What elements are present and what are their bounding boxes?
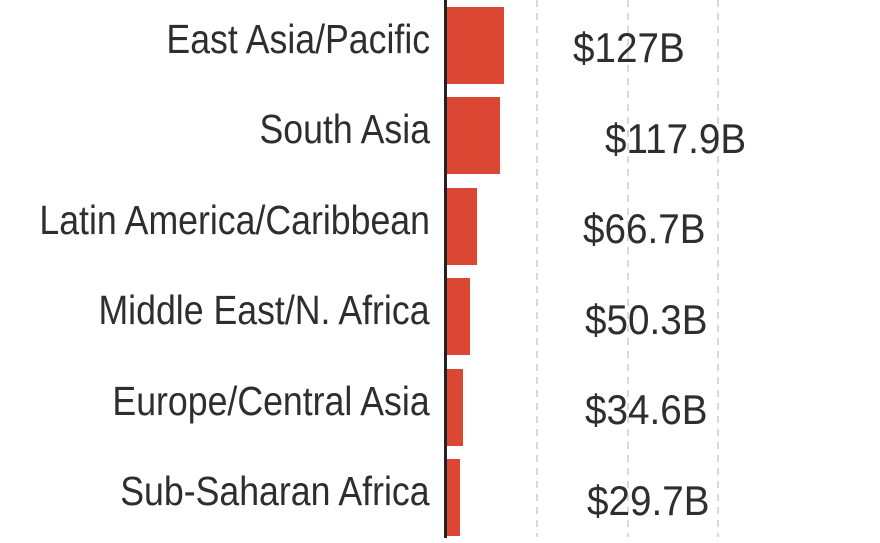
value-label: $34.6B (585, 389, 707, 431)
value-cell: $50.3B (585, 272, 718, 363)
chart-row: South Asia $117.9B (0, 91, 880, 182)
value-label: $66.7B (583, 208, 705, 250)
category-label: Europe/Central Asia (113, 381, 430, 422)
category-cell: South Asia (0, 91, 430, 182)
chart-row: Latin America/Caribbean $66.7B (0, 181, 880, 272)
bar (447, 97, 500, 174)
bar (447, 188, 477, 265)
bar (447, 459, 460, 536)
category-cell: Europe/Central Asia (0, 362, 430, 453)
category-label: Middle East/N. Africa (99, 290, 430, 331)
value-cell: $34.6B (585, 362, 718, 453)
category-label: Sub-Saharan Africa (121, 471, 430, 512)
bar (447, 369, 463, 446)
bar (447, 278, 470, 355)
category-cell: Sub-Saharan Africa (0, 453, 430, 543)
bar (447, 7, 504, 84)
chart-row: Sub-Saharan Africa $29.7B (0, 453, 880, 543)
category-cell: East Asia/Pacific (0, 0, 430, 91)
category-cell: Latin America/Caribbean (0, 181, 430, 272)
category-label: Latin America/Caribbean (39, 200, 430, 241)
value-cell: $29.7B (587, 453, 720, 543)
value-label: $117.9B (605, 118, 746, 160)
category-label: South Asia (259, 109, 430, 150)
value-label: $29.7B (587, 480, 709, 522)
category-cell: Middle East/N. Africa (0, 272, 430, 363)
value-cell: $117.9B (605, 91, 758, 182)
value-cell: $66.7B (583, 181, 716, 272)
value-cell: $127B (573, 0, 694, 91)
value-label: $50.3B (585, 299, 707, 341)
chart-row: Europe/Central Asia $34.6B (0, 362, 880, 453)
chart-row: Middle East/N. Africa $50.3B (0, 272, 880, 363)
category-label: East Asia/Pacific (166, 19, 430, 60)
chart-row: East Asia/Pacific $127B (0, 0, 880, 91)
value-label: $127B (573, 27, 685, 69)
